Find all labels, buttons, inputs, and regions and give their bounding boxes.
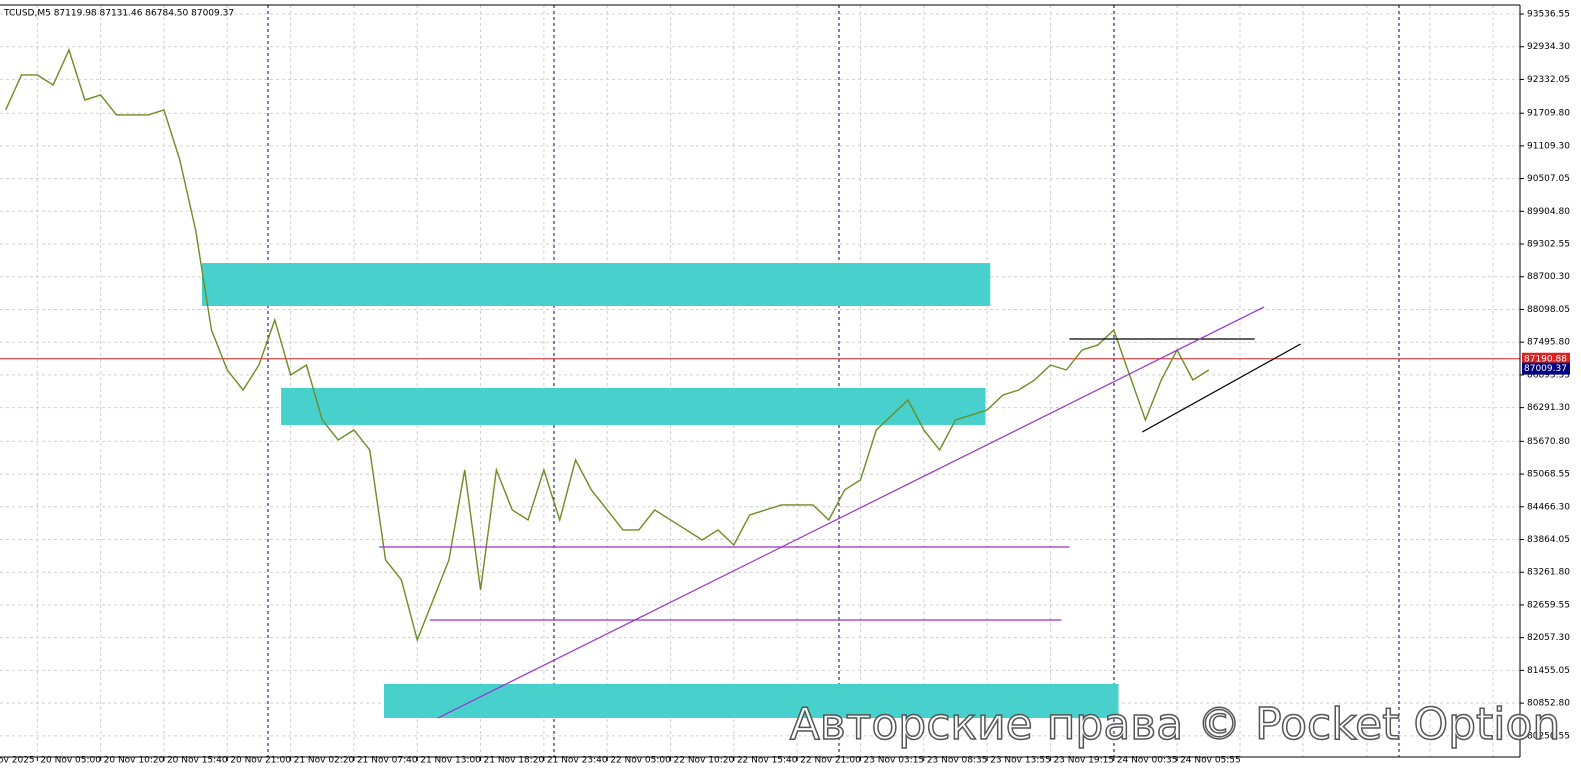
price-label: 87190.88 <box>1524 354 1567 364</box>
x-tick-label: 24 Nov 05:55 <box>1180 756 1241 766</box>
watermark: Авторские права © Pocket Option <box>790 699 1561 750</box>
chart-title: TCUSD,M5 87119.98 87131.46 86784.50 8700… <box>3 9 234 19</box>
y-tick-label: 92332.05 <box>1527 75 1570 85</box>
x-tick-label: 20 Nov 10:20 <box>104 756 165 766</box>
y-tick-label: 86893.55 <box>1527 370 1570 380</box>
y-tick-label: 86291.30 <box>1527 403 1570 413</box>
price-box <box>1522 352 1570 365</box>
grid <box>0 5 1520 757</box>
y-tick-label: 92934.30 <box>1527 42 1570 52</box>
y-tick-label: 88700.30 <box>1527 272 1570 282</box>
y-tick-label: 82057.30 <box>1527 633 1570 643</box>
drawings <box>379 306 1301 719</box>
x-tick-label: 20 Nov 15:40 <box>167 756 228 766</box>
y-tick-label: 83261.80 <box>1527 568 1570 578</box>
price-box <box>1522 362 1570 375</box>
zone <box>201 263 991 306</box>
x-tick-label: 23 Nov 13:55 <box>990 756 1051 766</box>
x-tick-label: 22 Nov 15:40 <box>737 756 798 766</box>
y-tick-label: 87495.80 <box>1527 338 1570 348</box>
y-tick-label: 91109.30 <box>1527 141 1570 151</box>
zone <box>281 387 986 425</box>
x-tick-label: 22 Nov 05:00 <box>610 756 671 766</box>
x-tick-label: 21 Nov 18:20 <box>484 756 545 766</box>
series <box>5 48 1210 643</box>
x-tick-label: 21 Nov 02:20 <box>294 756 355 766</box>
x-tick-label: 23 Nov 19:15 <box>1053 756 1114 766</box>
x-tick-label: 23 Nov 08:35 <box>927 756 988 766</box>
y-tick-label: 93536.55 <box>1527 9 1570 19</box>
y-tick-label: 83864.05 <box>1527 535 1570 545</box>
price-label: 87009.37 <box>1524 364 1567 374</box>
plot-area <box>0 5 1520 757</box>
x-tick-label: 22 Nov 21:00 <box>800 756 861 766</box>
axes: 93536.55 92934.30 92332.05 91709.80 91109.30… <box>0 9 1570 765</box>
x-tick-label: 22 Nov 10:20 <box>674 756 735 766</box>
x-tick-label: 21 Nov 13:00 <box>420 756 481 766</box>
x-tick-label: 20 Nov 2025 <box>0 756 35 766</box>
drawing-line <box>437 306 1265 719</box>
price-line-series <box>5 48 1210 643</box>
y-tick-label: 81455.05 <box>1527 666 1570 676</box>
y-tick-label: 85068.55 <box>1527 470 1570 480</box>
y-tick-label: 90507.05 <box>1527 174 1570 184</box>
zone <box>383 683 1119 718</box>
y-tick-label: 89302.55 <box>1527 240 1570 250</box>
x-tick-label: 21 Nov 23:40 <box>547 756 608 766</box>
x-tick-label: 23 Nov 03:15 <box>863 756 924 766</box>
y-tick-label: 88098.05 <box>1527 305 1570 315</box>
y-tick-label: 82659.55 <box>1527 600 1570 610</box>
y-tick-label: 85670.80 <box>1527 437 1570 447</box>
y-tick-label: 84466.30 <box>1527 502 1570 512</box>
zones <box>201 263 1119 718</box>
day-separators <box>267 5 1400 757</box>
y-tick-label: 91709.80 <box>1527 109 1570 119</box>
x-tick-label: 21 Nov 07:40 <box>357 756 418 766</box>
x-tick-label: 20 Nov 21:00 <box>230 756 291 766</box>
x-tick-label: 24 Nov 00:35 <box>1117 756 1178 766</box>
y-tick-label: 89904.80 <box>1527 207 1570 217</box>
y-tick-label: 80852.80 <box>1527 699 1570 709</box>
x-tick-label: 20 Nov 05:00 <box>40 756 101 766</box>
drawing-line <box>1141 343 1301 433</box>
y-tick-label: 80250.55 <box>1527 731 1570 741</box>
